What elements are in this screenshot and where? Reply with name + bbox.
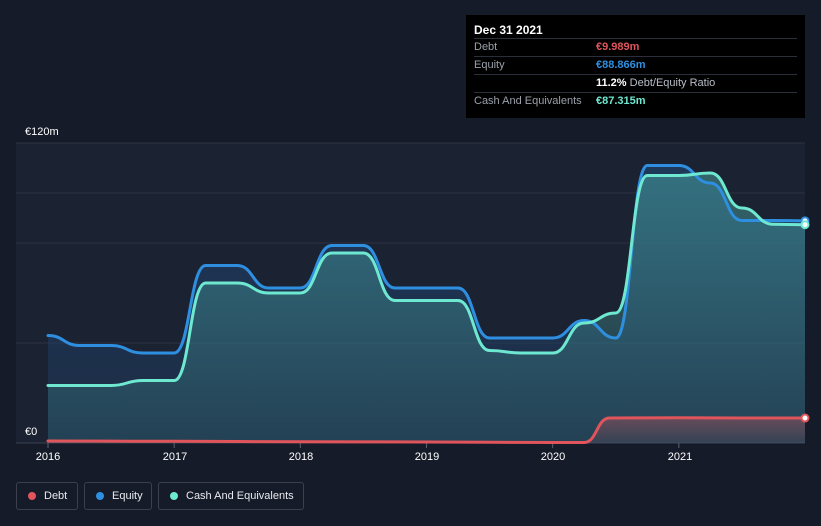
tooltip-row-equity: Equity €88.866m [474,56,797,74]
x-tick-label-2019: 2019 [414,451,440,463]
debt-area [48,417,805,443]
debt-end-marker [800,413,810,423]
x-tick-label-2018: 2018 [288,451,314,463]
legend-item-equity[interactable]: Equity [84,482,152,510]
cash-end-marker [800,220,810,230]
legend-label-equity: Equity [112,490,143,502]
chart-lines [46,164,807,444]
chart-areas [48,165,805,443]
chart-tooltip: Dec 31 2021 Debt €9.989m Equity €88.866m… [466,15,805,118]
y-tick-label-zero: €0 [25,426,38,438]
cash-area [48,173,805,443]
tooltip-debt-label: Debt [474,41,498,53]
cash-line [46,171,807,388]
x-tick-label-2016: 2016 [35,451,61,463]
tooltip-equity-value: €88.866m [596,59,646,71]
tooltip-cash-value: €87.315m [596,95,646,107]
legend-label-cash: Cash And Equivalents [186,490,294,502]
legend-item-debt[interactable]: Debt [16,482,78,510]
tooltip-ratio-value: 11.2% [596,77,627,89]
tooltip-ratio-label: Debt/Equity Ratio [629,77,716,89]
equity-line [46,164,807,355]
tooltip-date: Dec 31 2021 [474,23,543,37]
legend-label-debt: Debt [44,490,68,502]
x-tick-label-2017: 2017 [162,451,188,463]
chart-end-markers [800,216,810,423]
x-tick-label-2021: 2021 [667,451,693,463]
tooltip-debt-value: €9.989m [596,41,640,53]
y-tick-label-max: €120m [25,126,59,138]
x-tick-label-2020: 2020 [540,451,566,463]
legend-item-cash[interactable]: Cash And Equivalents [158,482,304,510]
legend-dot-debt [28,492,36,500]
tooltip-cash-label: Cash And Equivalents [474,95,582,107]
tooltip-row-debt: Debt €9.989m [474,38,797,56]
debt-line [46,416,807,444]
tooltip-row-ratio: 11.2% Debt/Equity Ratio [474,74,797,92]
tooltip-row-cash: Cash And Equivalents €87.315m [474,92,797,110]
tooltip-ratio: 11.2% Debt/Equity Ratio [596,75,715,92]
legend-dot-equity [96,492,104,500]
tooltip-equity-label: Equity [474,59,505,71]
legend-dot-cash [170,492,178,500]
